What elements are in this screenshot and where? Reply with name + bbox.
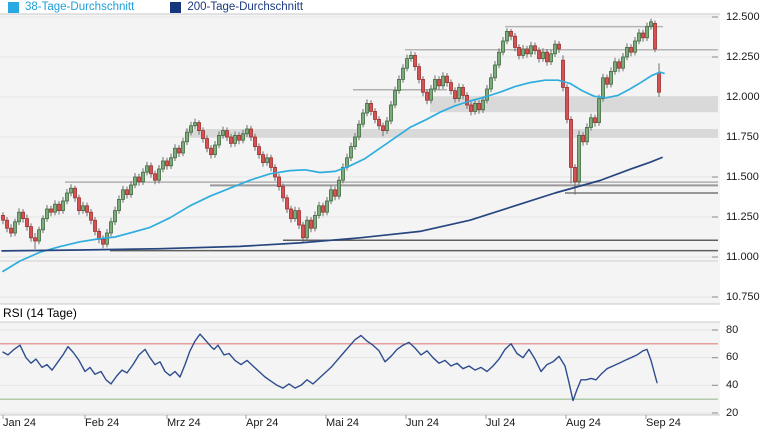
ma38-color-swatch: [8, 1, 19, 13]
rsi-panel-title: RSI (14 Tage): [3, 306, 77, 320]
price-axis-tick-label: 10.750: [726, 290, 760, 303]
x-axis-month-label: Sep 24: [646, 417, 681, 429]
legend-item-ma38[interactable]: 38-Tage-Durchschnitt: [8, 1, 134, 13]
ma200-color-swatch: [170, 1, 182, 13]
price-axis-tick-label: 12.000: [726, 90, 760, 103]
x-axis-month-label: Feb 24: [85, 417, 120, 429]
x-axis-month-label: Mai 24: [326, 417, 360, 429]
price-axis-tick-label: 12.500: [726, 10, 760, 23]
rsi-axis-tick-label: 40: [726, 378, 739, 391]
x-axis-month-label: Jun 24: [406, 417, 440, 429]
legend-item-ma200[interactable]: 200-Tage-Durchschnitt: [170, 1, 303, 13]
x-axis-month-label: Apr 24: [246, 417, 279, 429]
price-axis-tick-label: 12.250: [726, 50, 760, 63]
x-axis-month-label: Jan 24: [3, 417, 37, 429]
rsi-axis-tick-label: 60: [726, 351, 739, 364]
x-axis-month-label: Jul 24: [486, 417, 516, 429]
price-axis-tick-label: 11.000: [726, 250, 759, 263]
price-axis-tick-label: 11.250: [726, 210, 759, 223]
price-axis-tick-label: 11.750: [726, 130, 759, 143]
chart-legend: 38-Tage-Durchschnitt 200-Tage-Durchschni…: [0, 0, 303, 14]
price-axis-tick-label: 11.500: [726, 170, 759, 183]
ma38-legend-label: 38-Tage-Durchschnitt: [25, 1, 135, 13]
rsi-axis-tick-label: 80: [726, 323, 739, 336]
x-axis-month-label: Mrz 24: [167, 417, 201, 429]
rsi-axis-tick-label: 20: [726, 406, 739, 419]
ma200-legend-label: 200-Tage-Durchschnitt: [187, 1, 304, 13]
x-axis-month-label: Aug 24: [566, 417, 601, 429]
